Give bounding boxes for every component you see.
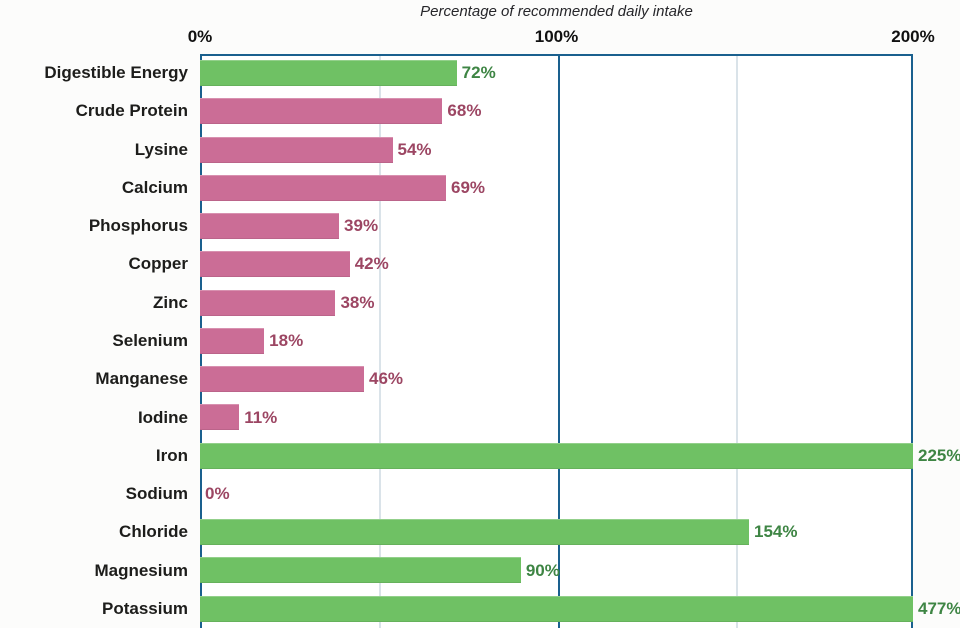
- chart-row: Iodine 11%: [0, 398, 960, 436]
- bar: [200, 404, 240, 431]
- category-label: Manganese: [95, 369, 188, 389]
- bar: [200, 60, 457, 86]
- bar: [200, 174, 446, 201]
- x-axis-tick: 0%: [187, 27, 213, 46]
- chart-title: Percentage of recommended daily intake: [420, 3, 693, 20]
- chart-row: Sodium 0%: [0, 475, 960, 513]
- bar-area: 42%: [200, 245, 960, 283]
- category-label: Digestible Energy: [44, 63, 188, 83]
- minor-gridline: [379, 56, 381, 628]
- bar: [200, 519, 749, 546]
- bar-area: 69%: [200, 169, 960, 207]
- value-label: 154%: [754, 522, 798, 542]
- value-label: 0%: [205, 484, 230, 504]
- bar: [200, 557, 521, 584]
- category-label: Phosphorus: [88, 216, 188, 236]
- category-label: Crude Protein: [75, 101, 188, 121]
- category-label: Calcium: [121, 177, 188, 197]
- value-label: 54%: [397, 139, 432, 159]
- value-label: 18%: [269, 330, 304, 350]
- category-label: Potassium: [102, 598, 188, 618]
- chart-row: Potassium 477%: [0, 590, 960, 628]
- x-axis-tick: 200%: [891, 27, 935, 46]
- bar-area: 68%: [200, 92, 960, 130]
- x-axis-tick: 100%: [534, 27, 579, 46]
- x-axis: 0% 100% 200%: [0, 27, 960, 47]
- value-label: 46%: [368, 369, 404, 389]
- chart-row: Lysine 54%: [0, 131, 960, 169]
- minor-gridline: [736, 56, 738, 628]
- value-label: 69%: [450, 177, 486, 197]
- chart-row: Zinc 38%: [0, 284, 960, 322]
- chart-row: Phosphorus 39%: [0, 207, 960, 245]
- bar: [200, 289, 336, 316]
- bar-area: 46%: [200, 360, 960, 398]
- chart-row: Magnesium 90%: [0, 551, 960, 589]
- category-label: Iodine: [137, 407, 188, 427]
- bar: [200, 213, 340, 240]
- chart-row: Calcium 69%: [0, 169, 960, 207]
- category-label: Chloride: [119, 522, 188, 542]
- value-label: 68%: [447, 101, 482, 121]
- bar-area: 154%: [200, 513, 960, 551]
- value-label: 90%: [525, 560, 560, 580]
- value-label: 72%: [461, 63, 496, 83]
- category-label: Sodium: [125, 484, 188, 504]
- chart-row: Digestible Energy 72%: [0, 54, 960, 92]
- chart-row: Crude Protein 68%: [0, 92, 960, 130]
- category-label: Copper: [128, 254, 189, 274]
- category-label: Iron: [155, 445, 188, 465]
- category-label: Zinc: [153, 292, 188, 312]
- value-label: 477%: [918, 598, 960, 618]
- bar: [200, 136, 393, 163]
- bar-area: 72%: [200, 54, 960, 92]
- major-gridline: [557, 56, 560, 628]
- category-label: Selenium: [112, 330, 188, 350]
- bar: [200, 251, 350, 278]
- value-label: 39%: [344, 216, 379, 236]
- chart-rows: Digestible Energy 72% Crude Protein 68% Lysi…: [0, 54, 960, 628]
- chart-row: Manganese 46%: [0, 360, 960, 398]
- bar-area: 477%: [200, 590, 960, 628]
- bar-area: 18%: [200, 322, 960, 360]
- bar-area: 0%: [200, 475, 960, 513]
- bar-area: 225%: [200, 437, 960, 475]
- category-label: Magnesium: [94, 560, 188, 580]
- bar-area: 54%: [200, 131, 960, 169]
- chart-row: Chloride 154%: [0, 513, 960, 551]
- bar: [200, 98, 443, 125]
- bar: [200, 366, 364, 393]
- value-label: 38%: [340, 292, 375, 312]
- bar-area: 11%: [200, 398, 960, 436]
- value-label: 225%: [918, 445, 960, 465]
- chart-row: Selenium 18%: [0, 322, 960, 360]
- category-label: Lysine: [134, 139, 188, 159]
- bar: [200, 327, 265, 354]
- bar: [200, 442, 913, 469]
- bar-area: 39%: [200, 207, 960, 245]
- bar-area: 90%: [200, 551, 960, 589]
- value-label: 11%: [244, 407, 278, 427]
- chart-row: Iron 225%: [0, 437, 960, 475]
- bar: [200, 595, 913, 622]
- bar-area: 38%: [200, 284, 960, 322]
- chart-row: Copper 42%: [0, 245, 960, 283]
- value-label: 42%: [354, 254, 389, 274]
